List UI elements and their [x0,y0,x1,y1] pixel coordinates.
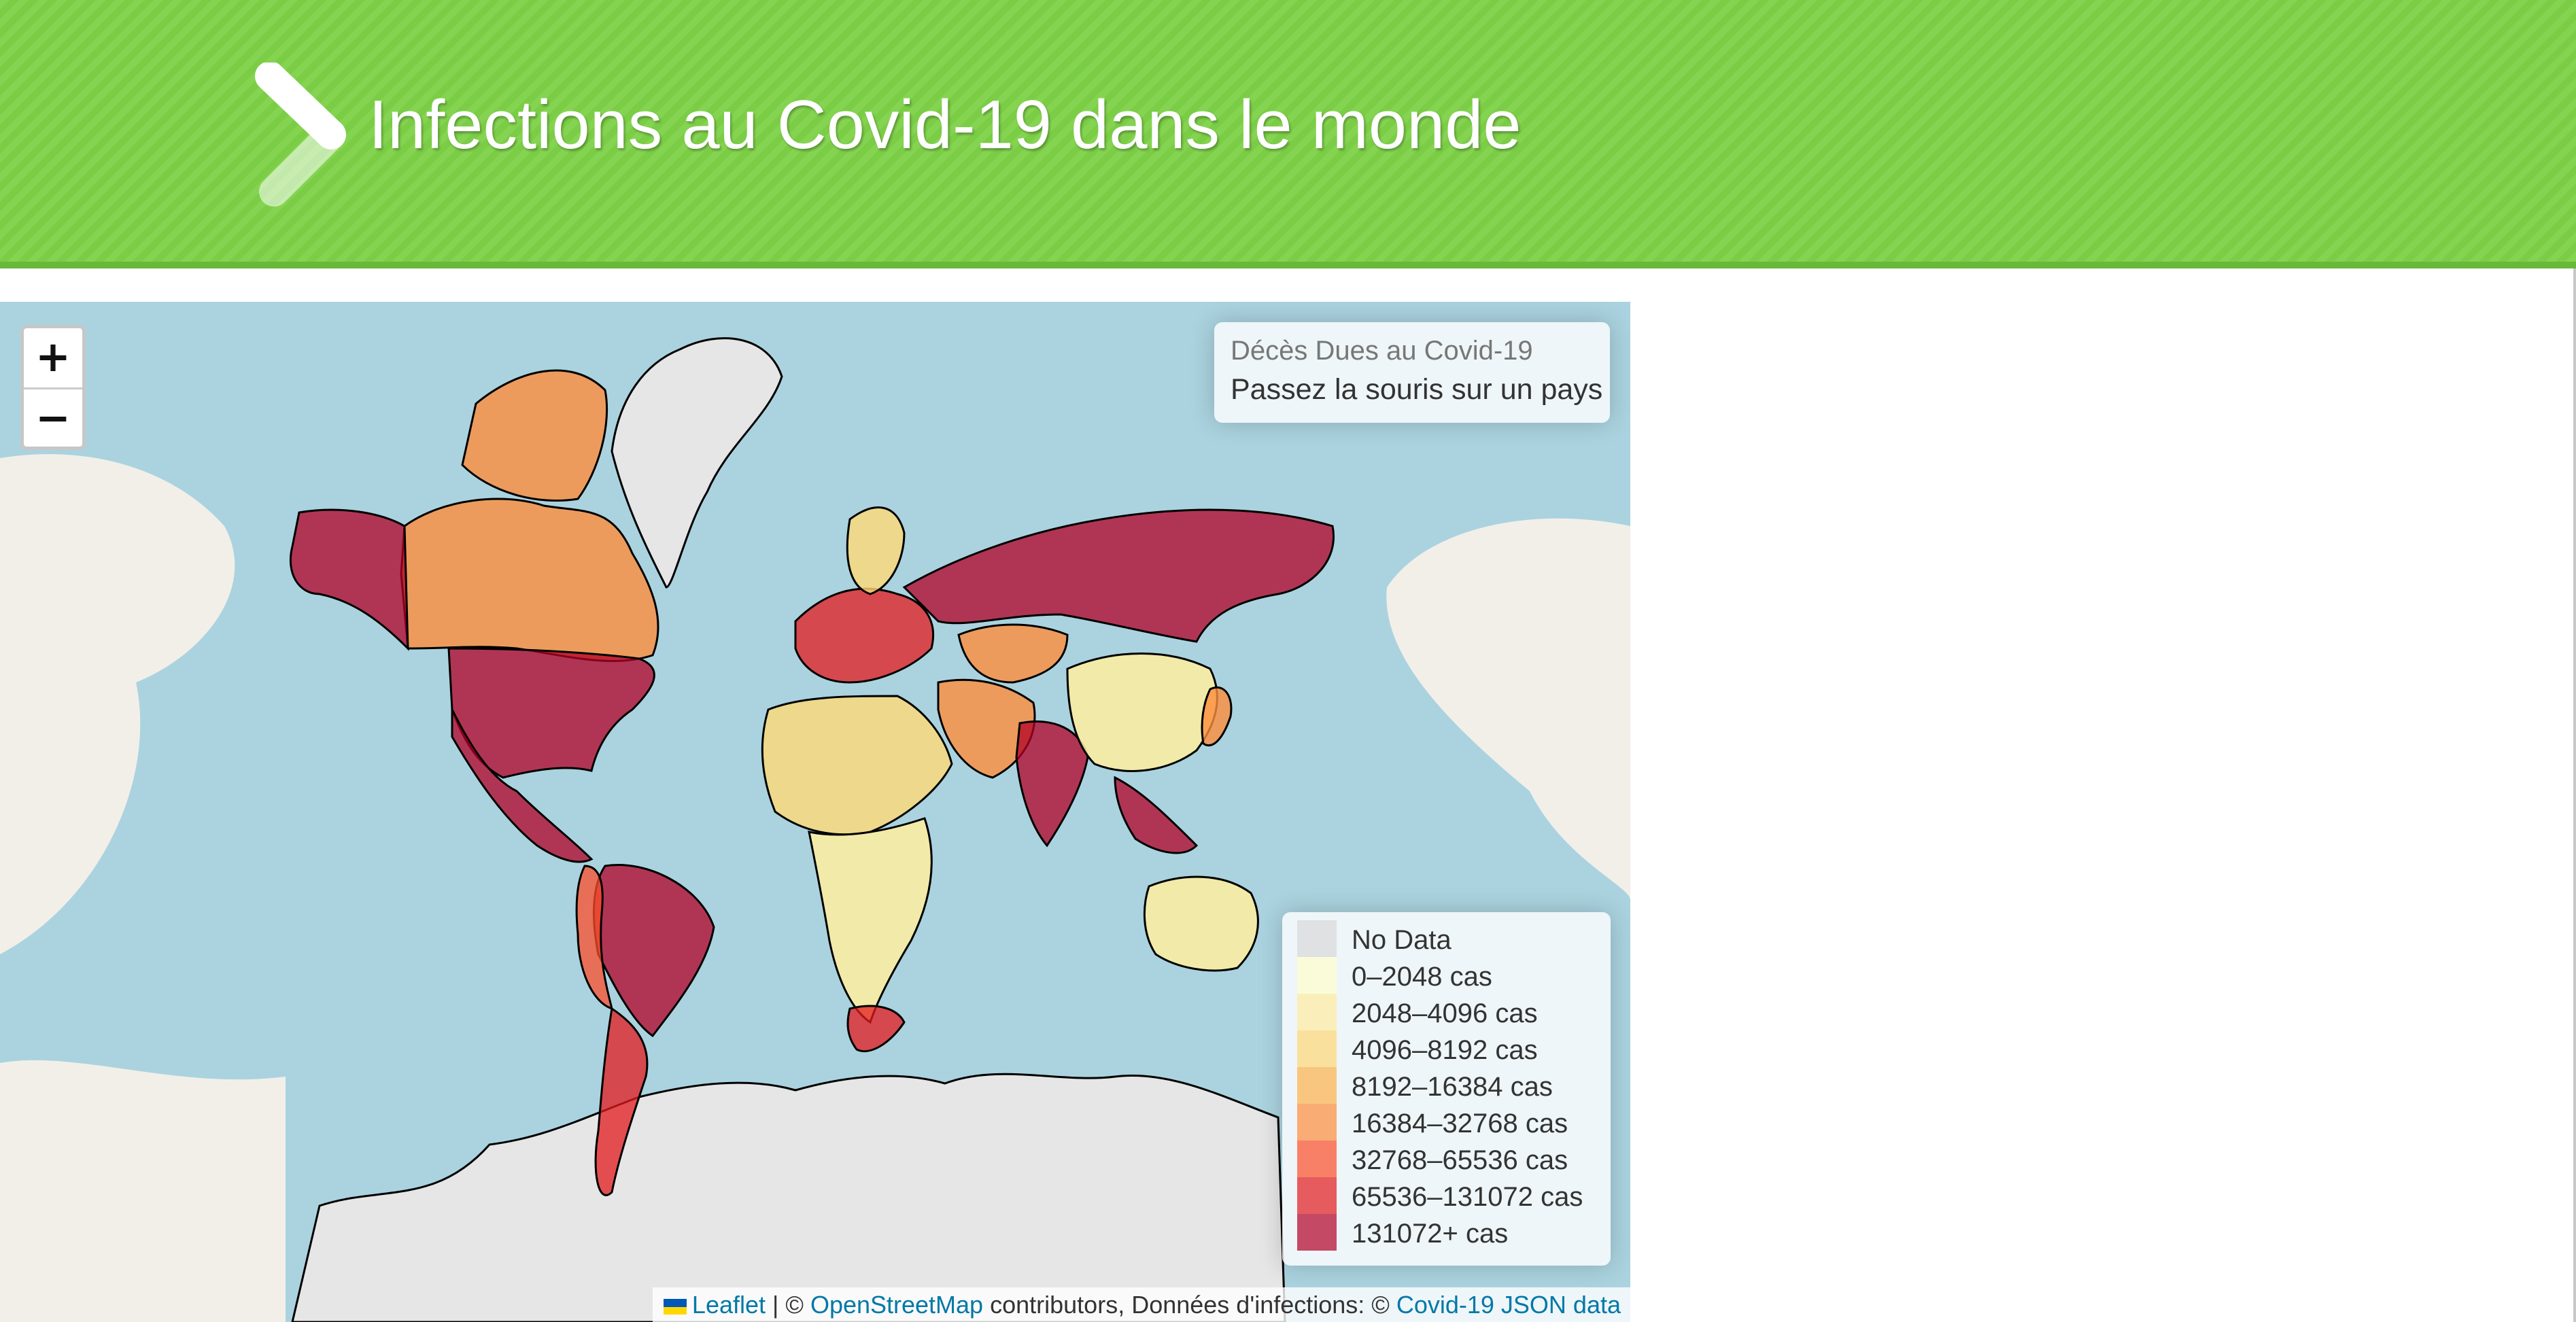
legend-swatch [1297,920,1337,957]
country-japan[interactable] [1201,686,1233,746]
country-argentina-chile[interactable] [594,1007,649,1196]
info-panel: Décès Dues au Covid-19 Passez la souris … [1214,322,1610,423]
legend-label: 2048–4096 cas [1352,998,1538,1028]
page-edge [2573,268,2576,1322]
country-usa[interactable] [447,647,655,779]
legend-label: 32768–65536 cas [1352,1145,1568,1175]
legend-swatch [1297,994,1337,1030]
region-scandinavia[interactable] [846,506,906,595]
country-kazakhstan[interactable] [957,623,1069,684]
zoom-out-button[interactable]: − [35,393,71,442]
legend-swatch [1297,1214,1337,1251]
legend-item: No Data [1297,920,1596,957]
legend-label: 8192–16384 cas [1352,1072,1553,1102]
legend-label: 65536–131072 cas [1352,1182,1583,1212]
legend-item: 16384–32768 cas [1297,1104,1596,1141]
legend-item: 4096–8192 cas [1297,1030,1596,1067]
country-china[interactable] [1066,653,1218,772]
info-hint: Passez la souris sur un pays [1231,373,1603,406]
country-canada-islands[interactable] [461,369,608,502]
legend-label: No Data [1352,925,1452,955]
map-legend: No Data 0–2048 cas 2048–4096 cas 4096–81… [1282,912,1611,1266]
antarctica-tile [0,1060,286,1322]
choropleth-map[interactable]: + − Décès Dues au Covid-19 Passez la sou… [0,302,1630,1322]
legend-swatch [1297,1177,1337,1214]
region-southeast-asia[interactable] [1114,776,1199,854]
country-mexico[interactable] [451,709,594,863]
map-canvas[interactable] [0,302,1630,1322]
antarctica[interactable] [291,1073,1286,1322]
country-australia[interactable] [1144,875,1259,972]
info-title: Décès Dues au Covid-19 [1231,336,1533,366]
legend-swatch [1297,1104,1337,1141]
legend-label: 4096–8192 cas [1352,1035,1538,1065]
ukraine-flag-icon [663,1299,687,1315]
legend-label: 131072+ cas [1352,1219,1509,1249]
country-usa-alaska[interactable] [289,508,409,651]
legend-item: 0–2048 cas [1297,957,1596,994]
covid-data-link[interactable]: Covid-19 JSON data [1396,1291,1621,1319]
country-canada[interactable] [400,498,659,663]
zoom-control: + − [20,325,86,450]
leaflet-link[interactable]: Leaflet [691,1291,766,1319]
legend-item: 65536–131072 cas [1297,1177,1596,1214]
legend-swatch [1297,1030,1337,1067]
legend-item: 8192–16384 cas [1297,1067,1596,1104]
attribution-separator: | © [772,1291,804,1319]
page-header: Infections au Covid-19 dans le monde [0,0,2576,268]
legend-item: 32768–65536 cas [1297,1141,1596,1177]
region-central-africa[interactable] [808,817,933,1024]
attribution-text: contributors, Données d'infections: © [990,1291,1390,1319]
map-attribution: Leaflet | © OpenStreetMap contributors, … [653,1287,1630,1322]
country-india[interactable] [1015,720,1089,848]
openstreetmap-link[interactable]: OpenStreetMap [810,1291,984,1319]
legend-item: 2048–4096 cas [1297,994,1596,1030]
legend-label: 16384–32768 cas [1352,1109,1568,1138]
country-russia[interactable] [902,508,1335,643]
region-north-africa[interactable] [761,695,953,836]
region-europe[interactable] [794,587,935,684]
legend-swatch [1297,1141,1337,1177]
country-greenland[interactable] [611,337,783,589]
zoom-in-button[interactable]: + [24,328,82,389]
legend-label: 0–2048 cas [1352,962,1492,992]
chevron-logo-icon [255,63,346,207]
legend-item: 131072+ cas [1297,1214,1596,1251]
legend-swatch [1297,1067,1337,1104]
legend-swatch [1297,957,1337,994]
page-title: Infections au Covid-19 dans le monde [368,87,1522,163]
country-south-africa[interactable] [846,1005,906,1053]
